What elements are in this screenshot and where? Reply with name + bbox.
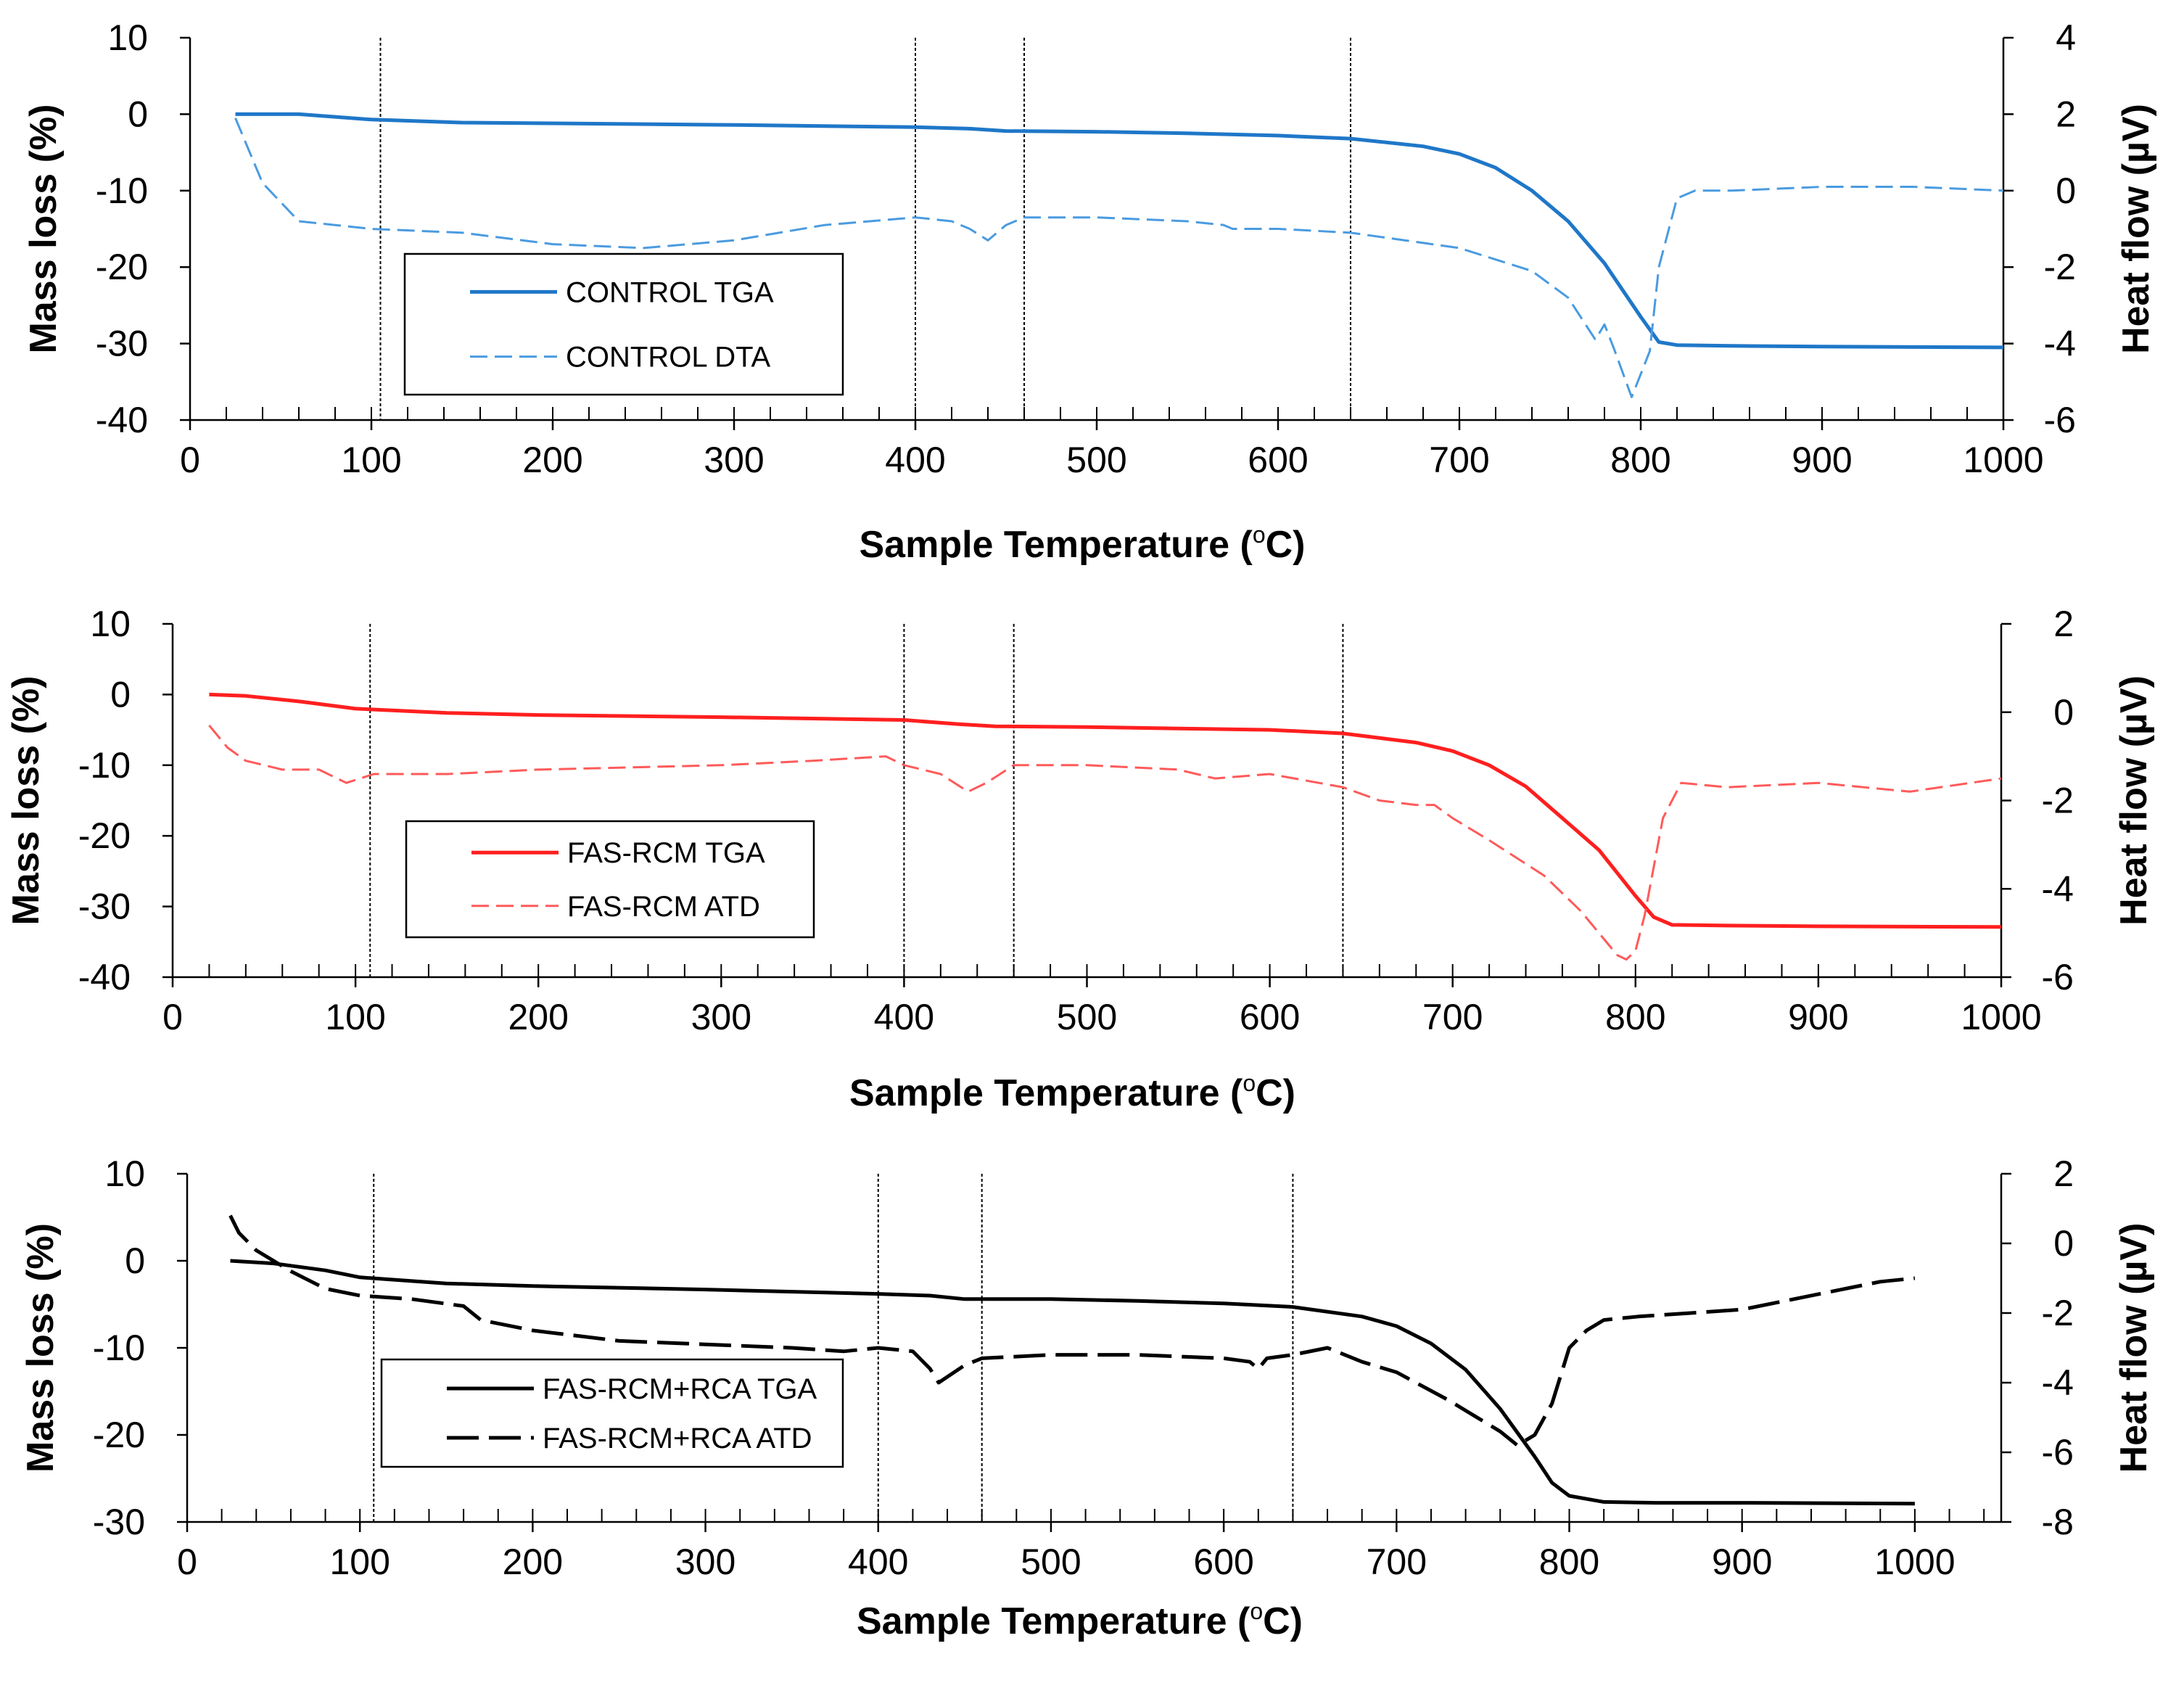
y-left-tick-label: -20 (93, 1415, 145, 1455)
legend-label: CONTROL DTA (566, 342, 771, 374)
y-right-tick-label: 0 (2053, 1223, 2074, 1264)
x-tick-label: 700 (1429, 440, 1489, 480)
y-left-tick-label: 0 (128, 94, 148, 134)
y-right-tick-label: -2 (2044, 247, 2076, 287)
y-left-tick-label: -30 (96, 324, 148, 364)
y-right-tick-label: -6 (2044, 400, 2076, 440)
y-right-tick-label: -2 (2042, 781, 2074, 821)
y-axis-left-title: Mass loss (%) (5, 676, 47, 926)
legend-label: FAS-RCM TGA (567, 837, 765, 869)
y-left-tick-label: -10 (78, 745, 131, 786)
y-right-tick-label: -6 (2042, 957, 2074, 997)
x-tick-label: 900 (1792, 440, 1852, 480)
x-tick-label: 0 (177, 1542, 197, 1582)
y-right-tick-label: 0 (2053, 692, 2074, 733)
x-tick-label: 100 (325, 997, 385, 1037)
y-axis-left-title: Mass loss (%) (20, 1223, 62, 1473)
y-left-tick-label: 10 (90, 604, 131, 644)
x-tick-label: 900 (1788, 997, 1848, 1037)
x-tick-label: 300 (704, 440, 764, 480)
legend-box (405, 820, 815, 939)
y-left-tick-label: -20 (96, 247, 148, 287)
y-right-tick-label: -4 (2042, 1362, 2074, 1403)
y-right-tick-label: -2 (2042, 1293, 2074, 1333)
y-axis-right-title: Heat flow (µV) (2115, 104, 2157, 354)
y-left-tick-label: 10 (107, 17, 148, 58)
x-axis-title: Sample Temperature (oC) (849, 1070, 1295, 1114)
y-right-tick-label: 2 (2053, 604, 2074, 644)
y-right-tick-label: 0 (2056, 170, 2076, 211)
x-tick-label: 900 (1712, 1542, 1772, 1582)
y-axis-right-title: Heat flow (µV) (2113, 675, 2155, 926)
x-axis-title: Sample Temperature (oC) (860, 522, 1306, 566)
x-tick-label: 600 (1240, 997, 1300, 1037)
y-right-tick-label: -8 (2042, 1502, 2074, 1542)
legend: FAS-RCM TGA FAS-RCM ATD (405, 820, 815, 939)
legend-label: FAS-RCM ATD (567, 891, 760, 923)
series-line-fas-rcm-rca-atd (228, 1214, 1916, 1447)
series-line-control-dta (234, 118, 2004, 398)
legend-box (403, 252, 844, 396)
x-tick-label: 1000 (1961, 997, 2041, 1037)
chart-panel-control: 0 100 200 300 400 500 600 700 800 900 1000100-10-2… (22, 17, 2157, 566)
y-right-tick-label: 2 (2056, 94, 2076, 134)
x-tick-label: 700 (1422, 997, 1483, 1037)
x-tick-label: 800 (1610, 440, 1670, 480)
x-tick-label: 0 (162, 997, 183, 1037)
x-tick-label: 600 (1248, 440, 1308, 480)
x-tick-label: 200 (503, 1542, 563, 1582)
y-left-tick-label: -10 (93, 1328, 145, 1368)
x-tick-label: 300 (691, 997, 751, 1037)
series-line-fas-rcm-atd (208, 725, 2002, 961)
y-left-tick-label: -40 (96, 400, 148, 440)
y-right-tick-label: -4 (2042, 868, 2074, 909)
y-right-tick-label: 2 (2053, 1153, 2074, 1194)
y-left-tick-label: -30 (93, 1502, 145, 1542)
series-line-control-tga (235, 112, 2004, 350)
x-tick-label: 300 (675, 1542, 735, 1582)
series-line-fas-rcm-rca-tga (230, 1259, 1915, 1506)
x-tick-label: 400 (848, 1542, 908, 1582)
x-tick-label: 100 (341, 440, 401, 480)
x-tick-label: 500 (1066, 440, 1126, 480)
legend: CONTROL TGA CONTROL DTA (403, 252, 844, 396)
y-left-tick-label: -40 (78, 957, 131, 997)
x-tick-label: 0 (180, 440, 200, 480)
legend-label: FAS-RCM+RCA ATD (543, 1423, 812, 1454)
x-tick-label: 200 (508, 997, 568, 1037)
x-tick-label: 500 (1057, 997, 1117, 1037)
x-tick-label: 1000 (1963, 440, 2043, 480)
x-tick-label: 600 (1193, 1542, 1253, 1582)
x-tick-label: 800 (1605, 997, 1665, 1037)
y-left-tick-label: -10 (96, 170, 148, 211)
x-axis-title: Sample Temperature (oC) (857, 1598, 1303, 1642)
legend: FAS-RCM+RCA TGA FAS-RCM+RCA ATD (380, 1358, 844, 1468)
x-tick-label: 400 (874, 997, 934, 1037)
legend-label: CONTROL TGA (566, 276, 774, 308)
x-tick-label: 700 (1367, 1542, 1427, 1582)
x-tick-label: 200 (522, 440, 582, 480)
chart-panel-fas-rcm: 0 100 200 300 400 500 600 700 800 900 1000100-10-2… (5, 604, 2155, 1114)
x-tick-label: 500 (1021, 1542, 1081, 1582)
series-line-fas-rcm-tga (209, 692, 2002, 929)
y-right-tick-label: 4 (2056, 17, 2076, 58)
y-right-tick-label: -6 (2042, 1432, 2074, 1473)
chart-panel-fas-rcm-rca: 0 100 200 300 400 500 600 700 800 900 1000100-10-2… (20, 1153, 2155, 1642)
x-tick-label: 800 (1539, 1542, 1599, 1582)
y-axis-right-title: Heat flow (µV) (2113, 1223, 2155, 1473)
y-left-tick-label: 0 (125, 1240, 145, 1281)
y-left-tick-label: -20 (78, 815, 131, 856)
legend-label: FAS-RCM+RCA TGA (543, 1373, 817, 1405)
y-left-tick-label: 10 (104, 1153, 145, 1194)
x-tick-label: 100 (329, 1542, 390, 1582)
y-axis-left-title: Mass loss (%) (22, 104, 65, 354)
y-left-tick-label: -30 (78, 886, 131, 927)
legend-box (380, 1358, 844, 1468)
x-tick-label: 400 (885, 440, 945, 480)
y-left-tick-label: 0 (110, 674, 131, 715)
x-tick-label: 1000 (1874, 1542, 1955, 1582)
y-right-tick-label: -4 (2044, 324, 2076, 364)
